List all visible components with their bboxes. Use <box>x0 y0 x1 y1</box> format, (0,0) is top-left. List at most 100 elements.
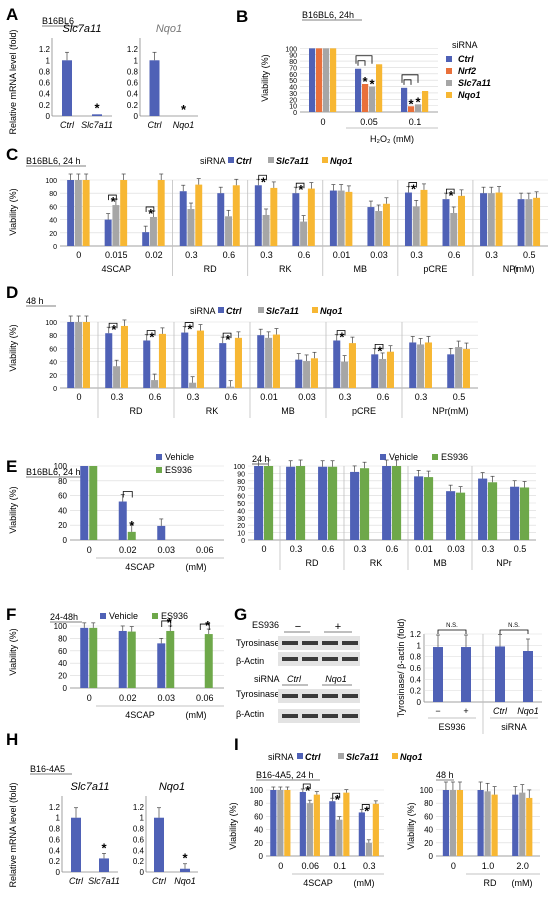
dose-tick-label: 0.3 <box>185 250 198 260</box>
blot-band <box>282 694 298 698</box>
bar-Nqo1-0.1 <box>343 792 350 856</box>
y-tick-label: 20 <box>49 231 57 238</box>
x-tick-label: Slc7a11 <box>88 876 120 886</box>
y-axis-label: Viability (%) <box>8 486 18 533</box>
legend-swatch-es936 <box>156 467 162 473</box>
blot-band <box>282 657 298 661</box>
bar-MB-0.03-s1 <box>456 492 466 540</box>
treatment-label: NPr <box>496 558 512 568</box>
legend-swatch-slc7a11 <box>446 80 452 86</box>
significance-bracket <box>161 620 172 627</box>
bar-4SCAP-0.02-s1 <box>149 216 157 246</box>
bar-MB-0.03-s2 <box>382 203 390 246</box>
ns-label: N.S. <box>508 623 520 629</box>
dose-tick-label: 0.5 <box>514 544 527 554</box>
bar-NPr-0.5-s1 <box>455 347 463 388</box>
y-tick-label: 90 <box>289 53 297 60</box>
legend-label-slc7a11: Slc7a11 <box>266 306 299 316</box>
bar-Slc7a11-Ctrl <box>71 817 81 872</box>
bar-4SCAP-0-s1 <box>74 180 82 246</box>
bar-RK-0.3-s0 <box>181 332 189 388</box>
y-tick-label: 1.2 <box>133 803 145 812</box>
bar-Nqo1-0.06 <box>313 794 320 856</box>
bar-pCRE-0.6-s0 <box>371 354 379 388</box>
legend-label-nqo1: Nqo1 <box>320 306 343 316</box>
y-axis-label: Viability (%) <box>8 324 18 371</box>
bar-NPr-0.3-s0 <box>478 478 488 540</box>
y-axis-label: Viability (%) <box>260 54 270 101</box>
bar-control-0-s1 <box>75 322 83 388</box>
significance-bracket <box>437 629 467 634</box>
bar-RD-0.6-s1 <box>328 466 338 540</box>
x-tick-label: 0 <box>451 861 456 871</box>
significance-star: * <box>335 792 341 807</box>
bar-ES936-− <box>433 647 443 702</box>
bar-siRNA-Nqo1 <box>523 651 533 702</box>
significance-star: * <box>364 803 370 818</box>
x-tick-label: Ctrl <box>148 120 163 130</box>
bar-ES936-0.06 <box>204 634 213 688</box>
dose-tick-label: 0.6 <box>298 250 311 260</box>
y-axis-label: Tyrosinase/ β-actin (fold) <box>396 619 406 718</box>
legend-label-vehicle: Vehicle <box>165 452 194 462</box>
treatment-label: MB <box>433 558 447 568</box>
significance-bracket <box>146 330 156 336</box>
x-group-label: H₂O₂ (mM) <box>370 134 414 144</box>
y-tick-label: 0.6 <box>49 835 61 844</box>
bar-MB-0.03-s2 <box>310 358 318 388</box>
significance-bracket <box>302 783 311 789</box>
bar-pCRE-0.3-s2 <box>348 343 356 388</box>
blot-ctrl: Ctrl <box>287 674 302 684</box>
dose-tick-label: 0.5 <box>453 392 466 402</box>
bar-Slc7a11-0 <box>323 48 330 112</box>
chart-title: 48 h <box>436 770 454 780</box>
y-tick-label: 0.6 <box>410 664 422 673</box>
y-tick-label: 1.2 <box>410 630 422 639</box>
y-tick-label: 60 <box>58 647 67 656</box>
x-tick-label: Nqo1 <box>174 876 196 886</box>
significance-star: * <box>111 194 117 209</box>
bar-control-0-s1 <box>264 466 274 540</box>
y-tick-label: 1.2 <box>39 45 51 54</box>
dose-tick-label: 0.02 <box>145 250 163 260</box>
x-tick-label: Ctrl <box>493 706 508 716</box>
y-tick-label: 60 <box>58 492 67 501</box>
panel-letter: C <box>6 145 18 164</box>
legend-swatch-vehicle <box>156 454 162 460</box>
y-axis-label: Viability (%) <box>8 628 18 675</box>
treatment-label: RD <box>130 406 143 416</box>
significance-star: * <box>167 615 173 630</box>
legend-swatch-slc7a11 <box>258 307 264 313</box>
bar-RD-0.6-s1 <box>151 380 159 388</box>
x-group-label: 4SCAP <box>125 562 155 572</box>
bar-RD-0.6-s1 <box>225 216 233 246</box>
y-tick-label: 80 <box>254 799 263 808</box>
blot-row-label: β-Actin <box>236 656 264 666</box>
significance-bracket <box>408 182 418 188</box>
y-tick-label: 0 <box>63 684 68 693</box>
x-tick-label: 0.3 <box>363 861 376 871</box>
y-tick-label: 0.2 <box>39 101 51 110</box>
significance-star: * <box>182 851 188 866</box>
x-tick-label: Ctrl <box>152 876 167 886</box>
chart-title: 24-48h <box>50 612 78 622</box>
significance-bracket <box>336 330 346 336</box>
bar-Slc7a11-0.1 <box>415 104 422 112</box>
bar-Slc7a11-0 <box>277 790 284 856</box>
bar-ES936-0 <box>89 627 98 688</box>
legend-label-nrf2: Nrf2 <box>458 66 476 76</box>
blot-band <box>322 694 338 698</box>
y-tick-label: 30 <box>289 91 297 98</box>
chart-title: B16-4A5 <box>30 764 65 774</box>
bar-RD-0.3-s2 <box>120 325 128 388</box>
x-tick-label: 0.1 <box>409 117 422 127</box>
bar-MB-0.01-s0 <box>257 335 265 388</box>
chart-title: B16BL6 <box>42 16 74 26</box>
y-tick-label: 100 <box>420 786 434 795</box>
bar-pCRE-0.3-s0 <box>333 340 341 388</box>
bar-MB-0.01-s1 <box>424 477 434 540</box>
dose-tick-label: 0.6 <box>223 250 236 260</box>
panel-letter: D <box>6 283 18 302</box>
x-tick-label: 0.02 <box>119 545 137 555</box>
blot-row-label: Tyrosinase <box>236 689 280 699</box>
